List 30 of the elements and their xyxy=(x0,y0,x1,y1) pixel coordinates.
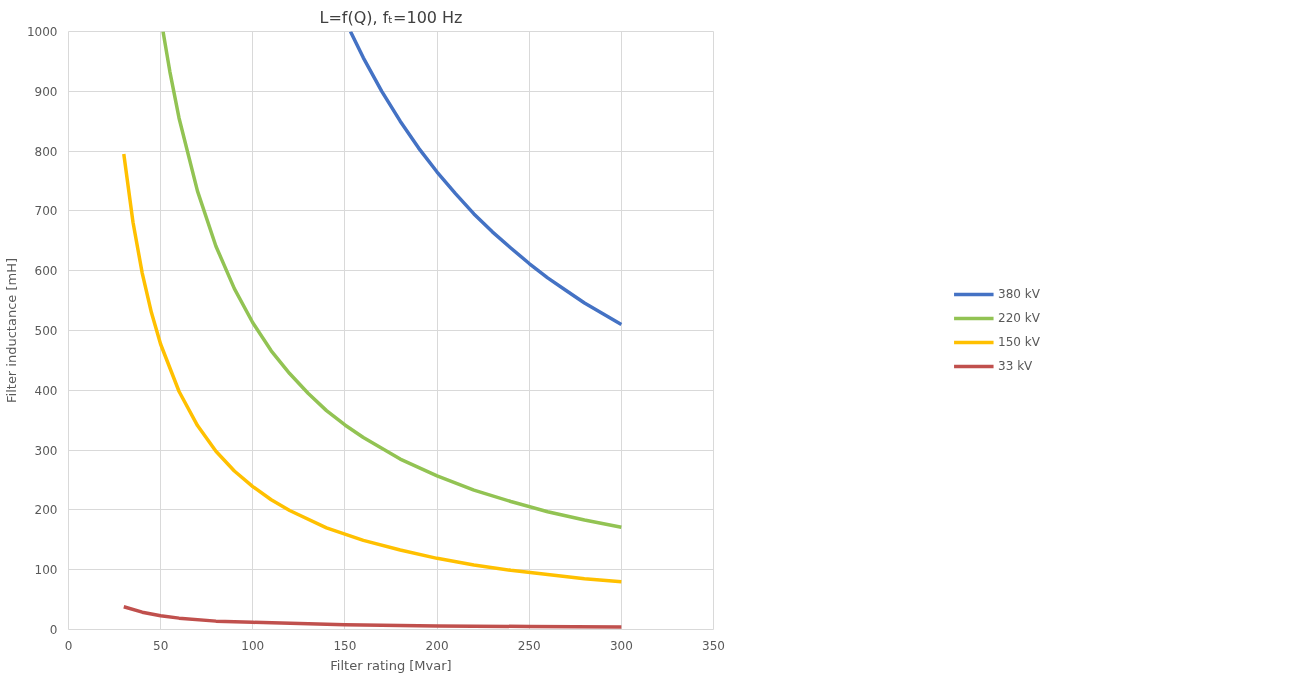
y-axis-title: Filter inductance [mH] xyxy=(3,258,19,403)
legend-label: 150 kV xyxy=(998,335,1040,349)
y-tick-label: 100 xyxy=(34,563,58,578)
y-tick-label: 300 xyxy=(34,443,58,458)
line-series xyxy=(161,31,624,529)
legend-label: 380 kV xyxy=(998,287,1040,301)
line-series xyxy=(122,605,624,629)
y-tick-label: 800 xyxy=(34,144,58,159)
x-tick-label: 50 xyxy=(153,638,169,653)
legend-label: 220 kV xyxy=(998,311,1040,325)
y-tick-label: 900 xyxy=(34,84,58,99)
y-tick-label: 1000 xyxy=(26,25,58,39)
line-series xyxy=(348,31,624,327)
x-tick-label: 250 xyxy=(517,638,541,653)
y-tick-label: 200 xyxy=(34,503,58,518)
legend-label: 33 kV xyxy=(998,359,1033,373)
chart-title: L=f(Q), fₜ=100 Hz xyxy=(319,7,463,27)
line-series xyxy=(122,152,624,584)
y-tick-label: 0 xyxy=(49,623,58,637)
x-tick-label: 150 xyxy=(333,638,357,653)
x-axis-title: Filter rating [Mvar] xyxy=(330,657,452,673)
x-tick-label: 0 xyxy=(64,638,73,653)
x-tick-label: 300 xyxy=(609,638,633,653)
x-tick-label: 200 xyxy=(425,638,449,653)
y-tick-label: 400 xyxy=(34,383,58,398)
y-tick-label: 500 xyxy=(34,324,58,338)
x-tick-label: 100 xyxy=(241,638,265,653)
y-tick-label: 700 xyxy=(34,204,58,219)
x-tick-label: 350 xyxy=(702,638,725,653)
y-tick-label: 600 xyxy=(34,264,58,279)
